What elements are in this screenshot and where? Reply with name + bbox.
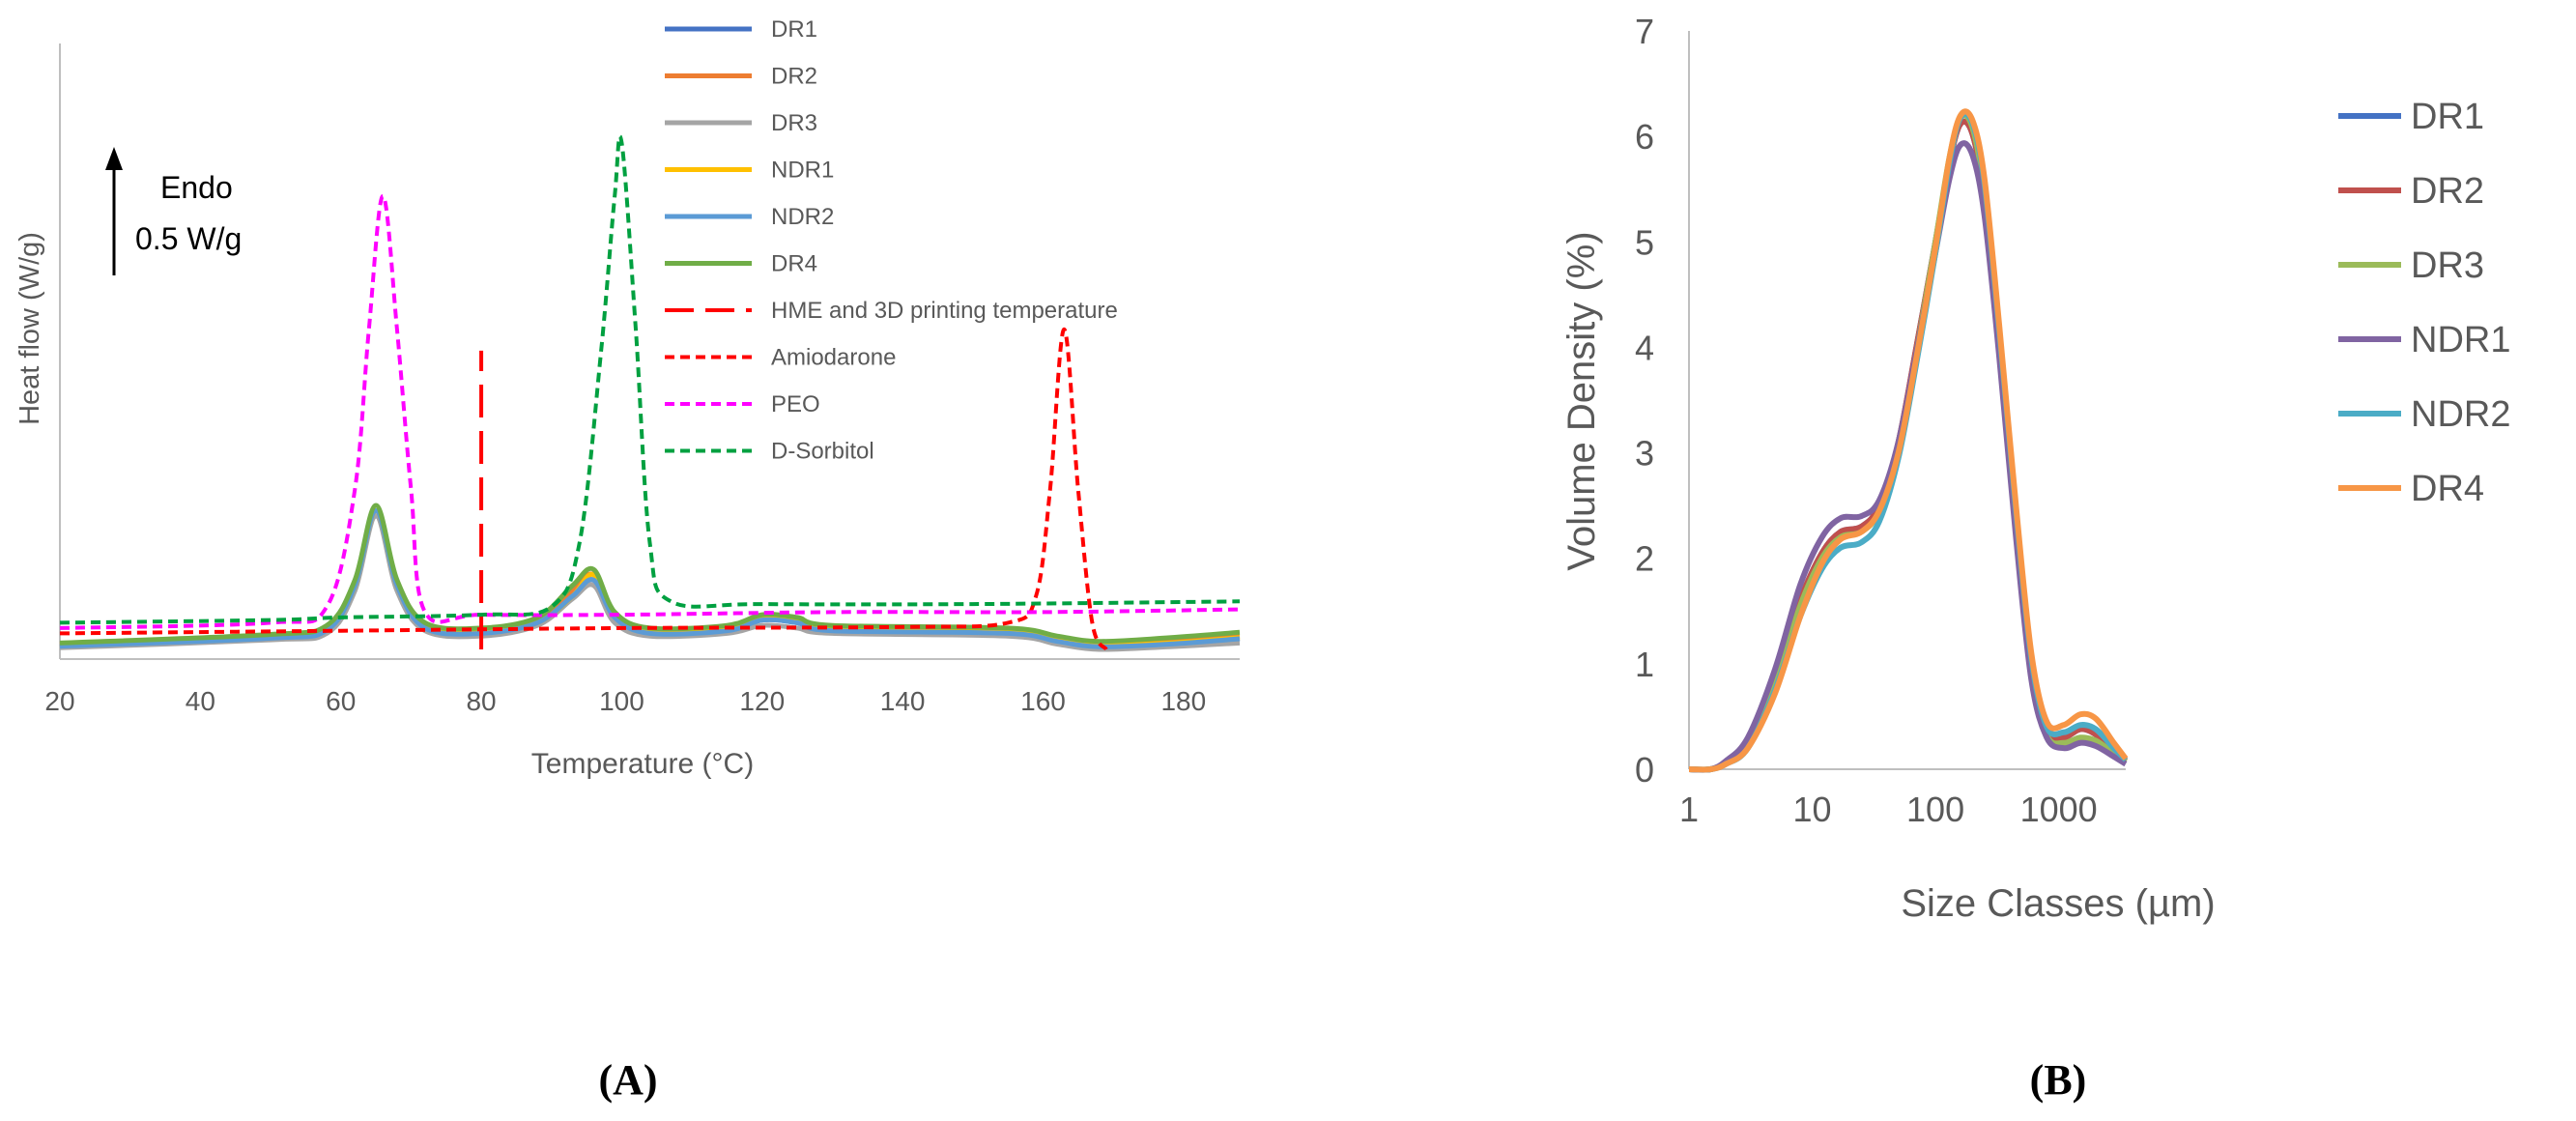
b-legend-item-ndr1: NDR1 (2338, 320, 2510, 360)
a-legend-label: DR4 (771, 251, 817, 277)
a-x-tick-160: 160 (1020, 686, 1066, 716)
b-legend-label: DR1 (2411, 97, 2484, 137)
b-series-layer (1688, 108, 2129, 773)
a-y-axis-label: Heat flow (W/g) (14, 232, 45, 425)
b-y-tick-7: 7 (1635, 12, 1654, 51)
a-legend-label: DR3 (771, 110, 817, 136)
a-legend-label: DR1 (771, 16, 817, 43)
b-y-tick-labels: 0 1 2 3 4 5 6 7 (1635, 12, 1654, 790)
b-series-dr2 (1688, 118, 2129, 773)
b-legend-label: DR4 (2411, 469, 2484, 509)
a-legend-label: D-Sorbitol (771, 439, 874, 465)
endo-label: Endo (160, 170, 233, 205)
a-series-peo (59, 193, 1241, 630)
a-legend-item-peo: PEO (665, 391, 820, 417)
endo-arrow-head (105, 147, 123, 170)
b-y-tick-5: 5 (1635, 222, 1654, 262)
a-x-axis-label: Temperature (°C) (531, 748, 754, 780)
a-legend-label: NDR1 (771, 158, 834, 184)
a-legend-label: PEO (771, 391, 820, 417)
b-x-axis-label: Size Classes (µm) (1901, 882, 2215, 925)
a-x-tick-80: 80 (466, 686, 496, 716)
a-series-amiodarone (59, 327, 1108, 651)
a-x-tick-labels: 20 40 60 80 100 120 140 160 180 (44, 686, 1206, 716)
a-legend-item-ndr2: NDR2 (665, 204, 834, 230)
a-legend-item-d-sorbitol: D-Sorbitol (665, 439, 874, 465)
a-legend-label: DR2 (771, 64, 817, 90)
b-series-dr3 (1688, 112, 2128, 773)
b-legend-label: DR3 (2411, 245, 2484, 286)
b-x-tick-labels: 1 10 100 1000 (1679, 790, 2098, 829)
a-legend-label: HME and 3D printing temperature (771, 298, 1118, 324)
b-series-dr4 (1688, 108, 2129, 773)
a-x-tick-180: 180 (1160, 686, 1206, 716)
b-legend-item-ndr2: NDR2 (2338, 394, 2510, 435)
a-legend-item-dr2: DR2 (665, 64, 817, 90)
b-y-tick-2: 2 (1635, 539, 1654, 579)
b-y-tick-3: 3 (1635, 434, 1654, 474)
a-series-dr4 (59, 503, 1241, 646)
b-series-ndr2 (1688, 110, 2129, 773)
b-y-tick-4: 4 (1635, 328, 1654, 367)
a-x-tick-40: 40 (186, 686, 215, 716)
b-y-tick-0: 0 (1635, 750, 1654, 790)
endo-annotation: Endo 0.5 W/g (105, 147, 242, 275)
b-y-tick-6: 6 (1635, 117, 1654, 157)
a-series-layer (59, 134, 1241, 652)
panel-b-label: (B) (2030, 1056, 2087, 1104)
panel-a-chart: 20 40 60 80 100 120 140 160 180 Temperature (°C)… (14, 16, 1241, 780)
a-x-tick-100: 100 (599, 686, 644, 716)
a-series-d-sorbitol (59, 134, 1241, 625)
a-legend-item-hme-and-3d-printing-temperature: HME and 3D printing temperature (665, 298, 1118, 324)
b-legend-label: NDR2 (2411, 394, 2510, 435)
b-legend-label: NDR1 (2411, 320, 2510, 360)
b-x-tick-100: 100 (1906, 790, 1964, 829)
panel-a-label: (A) (598, 1056, 657, 1104)
a-legend: DR1 DR2 DR3 NDR1 NDR2 DR4 HME and 3D printing … (665, 16, 1118, 465)
a-x-tick-20: 20 (44, 686, 74, 716)
a-legend-label: Amiodarone (771, 345, 896, 371)
b-legend-label: DR2 (2411, 171, 2484, 212)
b-legend-item-dr4: DR4 (2338, 469, 2484, 509)
a-legend-item-dr1: DR1 (665, 16, 817, 43)
b-legend-item-dr3: DR3 (2338, 245, 2484, 286)
b-x-tick-1000: 1000 (2020, 790, 2098, 829)
a-x-tick-120: 120 (739, 686, 785, 716)
b-series-ndr1 (1688, 140, 2128, 773)
a-legend-item-ndr1: NDR1 (665, 158, 834, 184)
b-legend-item-dr1: DR1 (2338, 97, 2484, 137)
b-x-tick-10: 10 (1793, 790, 1832, 829)
a-legend-item-amiodarone: Amiodarone (665, 345, 896, 371)
endo-scale-label: 0.5 W/g (135, 221, 242, 256)
b-y-axis-label: Volume Density (%) (1560, 231, 1603, 570)
a-legend-label: NDR2 (771, 204, 834, 230)
b-legend-item-dr2: DR2 (2338, 171, 2484, 212)
b-y-tick-1: 1 (1635, 645, 1654, 684)
a-x-tick-60: 60 (326, 686, 356, 716)
a-x-tick-140: 140 (880, 686, 926, 716)
b-series-dr1 (1688, 118, 2129, 773)
b-x-tick-1: 1 (1679, 790, 1699, 829)
a-legend-item-dr3: DR3 (665, 110, 817, 136)
b-legend: DR1 DR2 DR3 NDR1 NDR2 DR4 (2338, 97, 2510, 509)
a-legend-item-dr4: DR4 (665, 251, 817, 277)
